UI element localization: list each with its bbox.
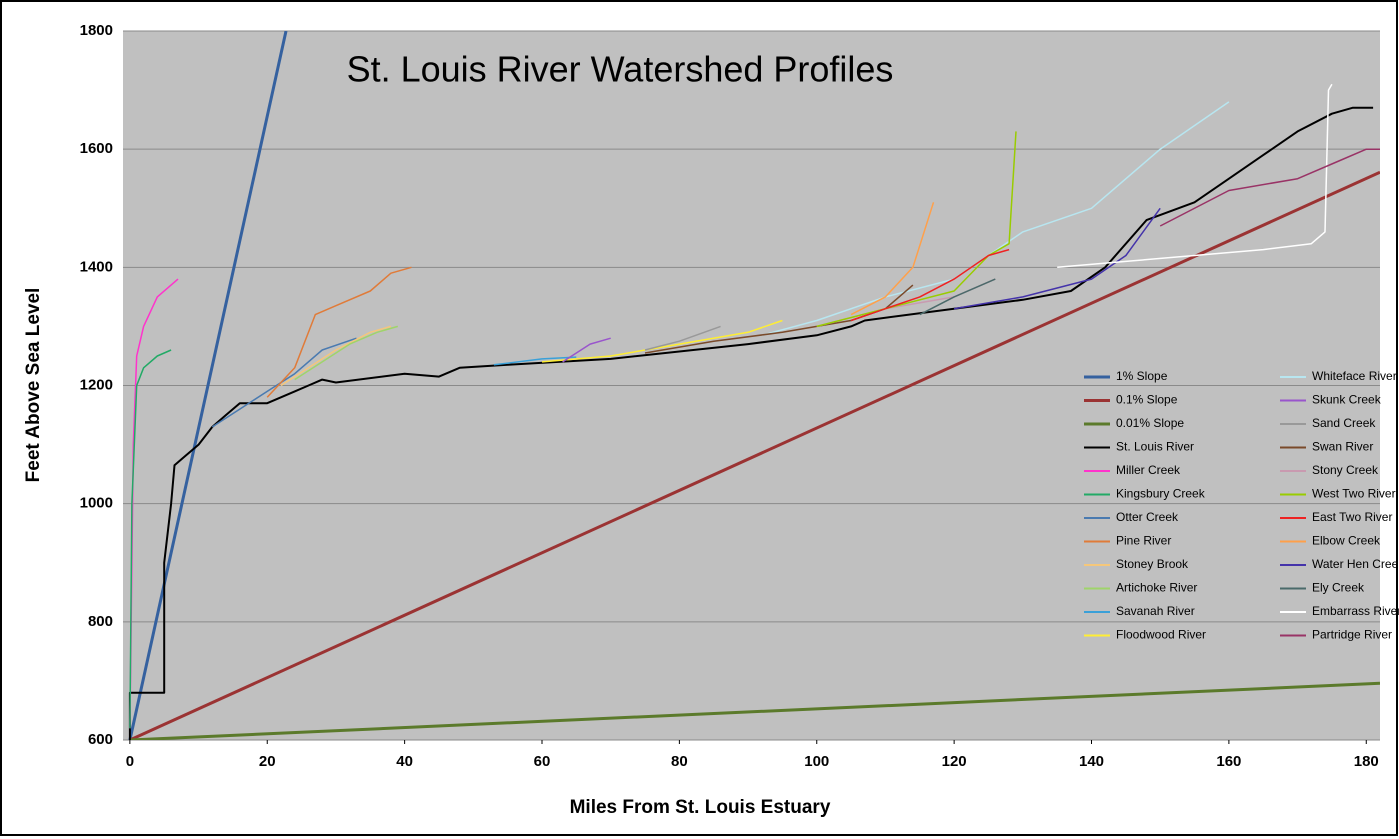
y-tick-label: 1200 xyxy=(80,376,113,393)
series-line xyxy=(644,284,914,354)
legend-label: 0.01% Slope xyxy=(1116,416,1184,430)
legend-label: Swan River xyxy=(1312,440,1373,454)
series-line xyxy=(129,170,1380,740)
y-tick-label: 1800 xyxy=(80,22,113,39)
y-tick-label: 800 xyxy=(88,613,113,630)
series-line xyxy=(294,325,399,381)
series-line xyxy=(266,266,412,398)
series-line xyxy=(1159,148,1380,227)
series-line xyxy=(129,681,1380,740)
x-tick-label: 100 xyxy=(804,753,829,770)
legend-label: Pine River xyxy=(1116,534,1171,548)
y-tick-label: 1000 xyxy=(80,495,113,512)
series-line xyxy=(562,337,611,363)
series-line xyxy=(280,325,392,387)
legend-label: Stony Creek xyxy=(1312,463,1379,477)
x-tick-label: 120 xyxy=(942,753,967,770)
series-line xyxy=(128,106,1374,740)
series-line xyxy=(850,202,935,316)
x-tick-label: 60 xyxy=(534,753,551,770)
series-line xyxy=(816,131,1017,328)
y-tick-label: 1400 xyxy=(80,258,113,275)
legend-label: Ely Creek xyxy=(1312,581,1365,595)
series-lines xyxy=(128,31,1380,740)
legend-label: Otter Creek xyxy=(1116,510,1179,524)
series-line xyxy=(541,319,783,363)
legend-label: West Two River xyxy=(1312,487,1396,501)
series-line xyxy=(919,278,996,316)
grid xyxy=(123,30,1380,741)
series-line xyxy=(129,349,172,729)
legend-label: Elbow Creek xyxy=(1312,534,1381,548)
legend-label: Whiteface River xyxy=(1312,369,1397,383)
y-tick-label: 600 xyxy=(88,731,113,748)
series-line xyxy=(953,207,1161,310)
legend-label: Kingsbury Creek xyxy=(1116,487,1206,501)
legend-label: Savanah River xyxy=(1116,604,1195,618)
ticks: 600 800 1000 1200 1400 1600 1800 0 20 40 60 80 100 12… xyxy=(80,22,1379,770)
x-axis-label: Miles From St. Louis Estuary xyxy=(570,797,831,818)
y-axis-label: Feet Above Sea Level xyxy=(23,288,44,483)
legend-label: Skunk Creek xyxy=(1312,393,1382,407)
legend: 1% Slope 0.1% Slope 0.01% Slope St. Louis R… xyxy=(1084,369,1399,642)
series-line xyxy=(128,31,288,740)
legend-label: Sand Creek xyxy=(1312,416,1376,430)
legend-label: Partridge River xyxy=(1312,628,1392,642)
x-tick-label: 140 xyxy=(1079,753,1104,770)
legend-label: Embarrass River xyxy=(1312,604,1399,618)
legend-label: Artichoke River xyxy=(1116,581,1197,595)
y-tick-label: 1600 xyxy=(80,140,113,157)
series-line xyxy=(644,325,721,351)
legend-label: 1% Slope xyxy=(1116,369,1168,383)
legend-label: St. Louis River xyxy=(1116,440,1194,454)
legend-label: Stoney Brook xyxy=(1116,557,1189,571)
x-tick-label: 80 xyxy=(671,753,688,770)
legend-label: Miller Creek xyxy=(1116,463,1181,477)
series-line xyxy=(850,248,1010,322)
x-tick-label: 0 xyxy=(126,753,134,770)
chart-title: St. Louis River Watershed Profiles xyxy=(347,49,894,90)
series-line xyxy=(1057,83,1333,269)
legend-label: 0.1% Slope xyxy=(1116,393,1178,407)
x-tick-label: 180 xyxy=(1354,753,1379,770)
legend-label: East Two River xyxy=(1312,510,1392,524)
x-tick-label: 160 xyxy=(1216,753,1241,770)
x-tick-label: 20 xyxy=(259,753,276,770)
legend-label: Floodwood River xyxy=(1116,628,1206,642)
x-tick-label: 40 xyxy=(396,753,413,770)
legend-label: Water Hen Creek xyxy=(1312,557,1399,571)
series-line xyxy=(493,356,577,366)
